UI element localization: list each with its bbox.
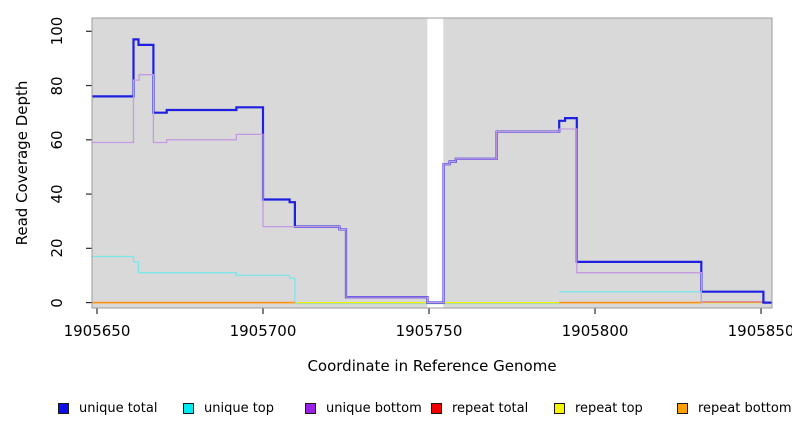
x-axis-title: Coordinate in Reference Genome	[307, 357, 557, 375]
unique-bottom-line	[92, 74, 704, 304]
x-tick-label: 1905800	[561, 322, 629, 340]
y-tick-label: 100	[48, 16, 66, 46]
y-tick-label: 20	[48, 238, 66, 258]
y-tick-label: 40	[48, 184, 66, 204]
y-tick-label: 80	[48, 76, 66, 96]
y-tick-label: 0	[48, 297, 66, 308]
unique-top-line	[92, 255, 297, 304]
x-tick-label: 1905650	[63, 322, 131, 340]
plot-border	[91, 17, 773, 309]
y-axis-title: Read Coverage Depth	[13, 80, 31, 246]
x-tick-label: 1905750	[395, 322, 463, 340]
y-tick-label: 60	[48, 130, 66, 150]
x-tick-label: 1905700	[229, 322, 297, 340]
coverage-gap-band	[427, 18, 444, 308]
x-tick-label: 1905850	[727, 322, 792, 340]
